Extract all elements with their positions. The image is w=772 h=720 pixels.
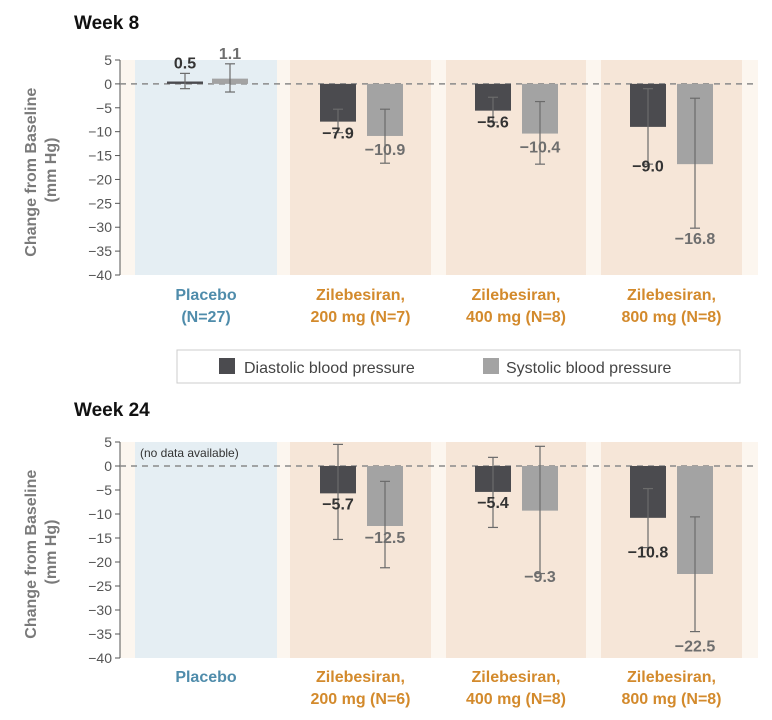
- week-8-category-label: Placebo: [175, 287, 237, 304]
- week-8-y-tick-label: −5: [96, 100, 112, 116]
- week-8-y-tick-label: 0: [104, 76, 112, 92]
- week-8-systolic-value-label: 1.1: [219, 46, 241, 63]
- week-8-systolic-value-label: −10.9: [365, 142, 406, 159]
- week-8-y-tick-label: −35: [88, 243, 112, 259]
- week-8-y-tick-label: −10: [88, 124, 112, 140]
- week-8-category-label: Zilebesiran,: [627, 287, 716, 304]
- legend: Diastolic blood pressure Systolic blood …: [176, 349, 741, 384]
- week-8-diastolic-value-label: −7.9: [322, 126, 354, 143]
- week-24-diastolic-value-label: −10.8: [628, 545, 669, 562]
- week-24-y-tick-label: 5: [104, 434, 112, 450]
- week-24-category-label: Placebo: [175, 669, 237, 686]
- week-24-y-tick-label: −30: [88, 602, 112, 618]
- week-8-category-sublabel: 800 mg (N=8): [621, 309, 721, 326]
- legend-box: [176, 349, 741, 384]
- week-8-y-axis-label: Change from Baseline (mm Hg): [23, 83, 60, 256]
- week-24-y-tick-label: −35: [88, 626, 112, 642]
- week-8-diastolic-value-label: −9.0: [632, 158, 664, 175]
- week-8-panel: Week 8 Change from Baseline (mm Hg) 5 0 −5…: [23, 13, 758, 326]
- week-8-category-sublabel: 400 mg (N=8): [466, 309, 566, 326]
- week-24-y-tick-label: −25: [88, 578, 112, 594]
- week-8-category-label: Zilebesiran,: [472, 287, 561, 304]
- week-24-diastolic-value-label: −5.7: [322, 496, 354, 513]
- week-8-band-2: [290, 60, 431, 275]
- week-8-y-tick-label: −30: [88, 219, 112, 235]
- week-24-band-2: [290, 442, 431, 658]
- week-24-band-3: [446, 442, 586, 658]
- week-8-category-sublabel: (N=27): [181, 309, 230, 326]
- week-24-band-1: [135, 442, 277, 658]
- week-24-band-4: [601, 442, 742, 658]
- week-8-diastolic-value-label: 0.5: [174, 55, 196, 72]
- week-24-systolic-value-label: −22.5: [675, 639, 716, 656]
- week-8-category-sublabel: 200 mg (N=7): [310, 309, 410, 326]
- week-24-y-tick-label: −40: [88, 650, 112, 666]
- legend-diastolic-swatch: [219, 358, 235, 374]
- week-8-band-3: [446, 60, 586, 275]
- week-24-no-data-note: (no data available): [140, 446, 239, 460]
- week-24-y-tick-label: −10: [88, 506, 112, 522]
- week-24-category-label: Zilebesiran,: [316, 669, 405, 686]
- week-8-band-4: [601, 60, 742, 275]
- week-24-title: Week 24: [74, 400, 150, 421]
- week-8-y-tick-label: −20: [88, 171, 112, 187]
- legend-systolic-label: Systolic blood pressure: [506, 360, 672, 377]
- week-8-systolic-value-label: −10.4: [520, 140, 561, 157]
- week-8-y-tick-label: 5: [104, 52, 112, 68]
- week-24-systolic-value-label: −9.3: [524, 569, 556, 586]
- week-24-category-sublabel: 400 mg (N=8): [466, 691, 566, 708]
- week-24-category-label: Zilebesiran,: [472, 669, 561, 686]
- week-8-band-1: [135, 60, 277, 275]
- week-24-category-sublabel: 800 mg (N=8): [621, 691, 721, 708]
- week-24-y-tick-label: −15: [88, 530, 112, 546]
- week-24-systolic-value-label: −12.5: [365, 530, 406, 547]
- week-8-y-tick-label: −15: [88, 148, 112, 164]
- week-24-y-tick-label: −5: [96, 482, 112, 498]
- week-24-y-axis-label: Change from Baseline (mm Hg): [23, 465, 60, 638]
- week-24-category-label: Zilebesiran,: [627, 669, 716, 686]
- week-24-category-sublabel: 200 mg (N=6): [310, 691, 410, 708]
- legend-systolic-swatch: [483, 358, 499, 374]
- week-8-title: Week 8: [74, 13, 139, 34]
- week-24-diastolic-value-label: −5.4: [477, 495, 509, 512]
- week-24-panel: Week 24 Change from Baseline (mm Hg) 5 0 −…: [23, 400, 758, 708]
- week-24-y-tick-label: −20: [88, 554, 112, 570]
- week-24-y-tick-label: 0: [104, 458, 112, 474]
- week-8-y-tick-label: −40: [88, 267, 112, 283]
- week-8-y-tick-label: −25: [88, 195, 112, 211]
- week-8-category-label: Zilebesiran,: [316, 287, 405, 304]
- week-8-systolic-value-label: −16.8: [675, 231, 716, 248]
- legend-diastolic-label: Diastolic blood pressure: [244, 360, 415, 377]
- week-8-diastolic-value-label: −5.6: [477, 115, 509, 132]
